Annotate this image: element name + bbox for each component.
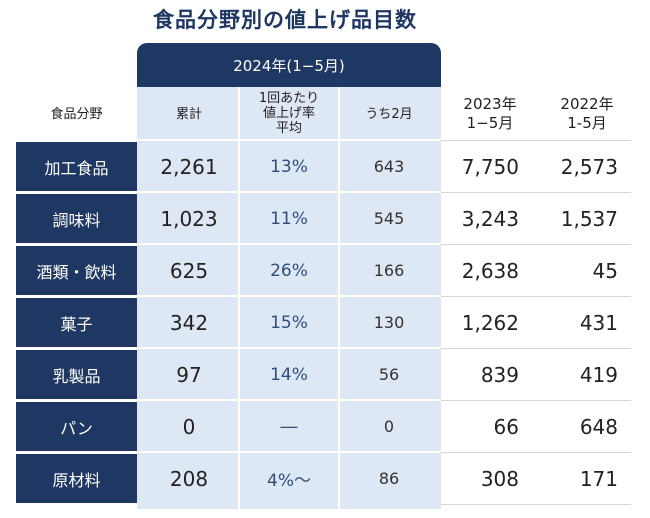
header-total-label: 累計 — [176, 107, 202, 122]
feb-cell: 643 — [340, 142, 438, 191]
feb-cell: 166 — [340, 246, 438, 295]
rate-cell: 4%〜 — [240, 454, 338, 503]
rate-cell: 14% — [240, 350, 338, 399]
row-divider — [137, 399, 441, 401]
rate-cell: 15% — [240, 298, 338, 347]
row-divider — [441, 348, 631, 349]
header-rate-line1: 1回あたり — [259, 91, 319, 106]
y2022-cell: 431 — [530, 298, 618, 347]
total-cell: 0 — [140, 402, 238, 451]
feb-cell: 130 — [340, 298, 438, 347]
total-cell: 625 — [140, 246, 238, 295]
feb-cell: 0 — [340, 402, 438, 451]
header-rate: 1回あたり 値上げ率 平均 — [240, 87, 338, 139]
feb-cell: 56 — [340, 350, 438, 399]
rate-cell: ― — [240, 402, 338, 451]
header-feb-label: うち2月 — [365, 107, 412, 122]
y2023-cell: 839 — [443, 350, 519, 399]
category-cell: パン — [16, 402, 137, 451]
y2023-cell: 1,262 — [443, 298, 519, 347]
row-divider — [441, 452, 631, 453]
row-divider — [137, 347, 441, 349]
header-2022-line1: 2022年 — [560, 95, 613, 114]
total-cell: 208 — [140, 454, 238, 503]
header-2023: 2023年 1−5月 — [448, 92, 532, 136]
y2023-cell: 2,638 — [443, 246, 519, 295]
total-cell: 342 — [140, 298, 238, 347]
total-cell: 97 — [140, 350, 238, 399]
y2022-cell: 45 — [530, 246, 618, 295]
category-cell: 原材料 — [16, 454, 137, 503]
header-feb: うち2月 — [340, 92, 438, 136]
header-rate-line3: 平均 — [276, 121, 302, 136]
y2023-cell: 7,750 — [443, 142, 519, 191]
rate-cell: 11% — [240, 194, 338, 243]
row-divider — [137, 295, 441, 297]
y2022-cell: 2,573 — [530, 142, 618, 191]
header-category-label: 食品分野 — [50, 107, 102, 122]
feb-cell: 86 — [340, 454, 438, 503]
y2022-cell: 648 — [530, 402, 618, 451]
header-rate-line2: 値上げ率 — [263, 106, 315, 121]
header-total: 累計 — [140, 92, 238, 136]
y2023-cell: 3,243 — [443, 194, 519, 243]
row-divider — [441, 192, 631, 193]
header-2023-line2: 1−5月 — [467, 114, 514, 133]
row-divider — [441, 504, 631, 505]
row-divider — [441, 296, 631, 297]
y2022-cell: 419 — [530, 350, 618, 399]
header-2022: 2022年 1-5月 — [545, 92, 629, 136]
row-divider — [441, 400, 631, 401]
page-title: 食品分野別の値上げ品目数 — [0, 4, 570, 34]
row-divider — [441, 140, 631, 141]
rate-cell: 26% — [240, 246, 338, 295]
category-cell: 調味料 — [16, 194, 137, 243]
header-category: 食品分野 — [16, 92, 137, 136]
feb-cell: 545 — [340, 194, 438, 243]
category-cell: 乳製品 — [16, 350, 137, 399]
rate-cell: 13% — [240, 142, 338, 191]
y2023-cell: 308 — [443, 454, 519, 503]
row-divider — [137, 243, 441, 245]
row-divider — [137, 191, 441, 193]
total-cell: 2,261 — [140, 142, 238, 191]
header-2022-line2: 1-5月 — [567, 114, 607, 133]
header-2023-line1: 2023年 — [463, 95, 516, 114]
category-cell: 菓子 — [16, 298, 137, 347]
category-cell: 加工食品 — [16, 142, 137, 191]
category-cell: 酒類・飲料 — [16, 246, 137, 295]
row-divider — [137, 139, 441, 141]
row-divider — [137, 451, 441, 453]
row-divider — [441, 244, 631, 245]
y2022-cell: 171 — [530, 454, 618, 503]
year-2024-header: 2024年(1−5月) — [137, 43, 441, 87]
total-cell: 1,023 — [140, 194, 238, 243]
y2023-cell: 66 — [443, 402, 519, 451]
y2022-cell: 1,537 — [530, 194, 618, 243]
